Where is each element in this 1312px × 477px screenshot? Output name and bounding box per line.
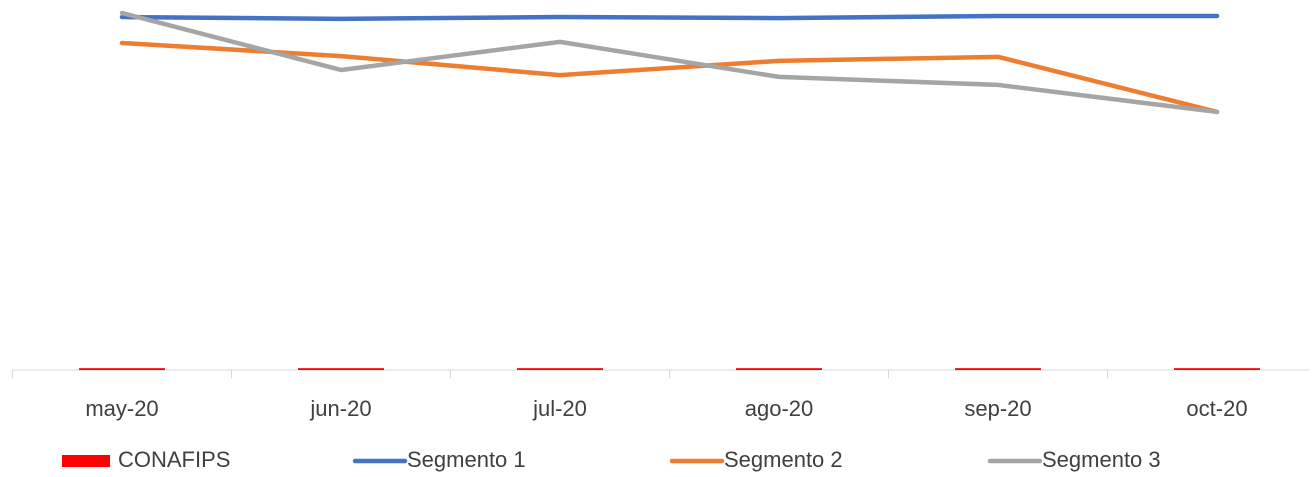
legend-swatch [62,455,110,467]
legend-label: CONAFIPS [118,447,230,472]
x-tick-label: sep-20 [964,396,1031,421]
bar [298,368,384,370]
x-tick-label: ago-20 [745,396,814,421]
legend-label: Segmento 3 [1042,447,1161,472]
line-series [119,10,1220,115]
bar [736,368,822,370]
x-tick-label: jun-20 [309,396,371,421]
x-tick-label: jul-20 [532,396,587,421]
legend-label: Segmento 2 [724,447,843,472]
bar [1174,368,1260,370]
x-tick-label: oct-20 [1186,396,1247,421]
bar [517,368,603,370]
line-series [119,40,1220,115]
bar [79,368,165,370]
legend-label: Segmento 1 [407,447,526,472]
x-tick-label: may-20 [85,396,158,421]
line-series [119,13,1220,22]
bar [955,368,1041,370]
